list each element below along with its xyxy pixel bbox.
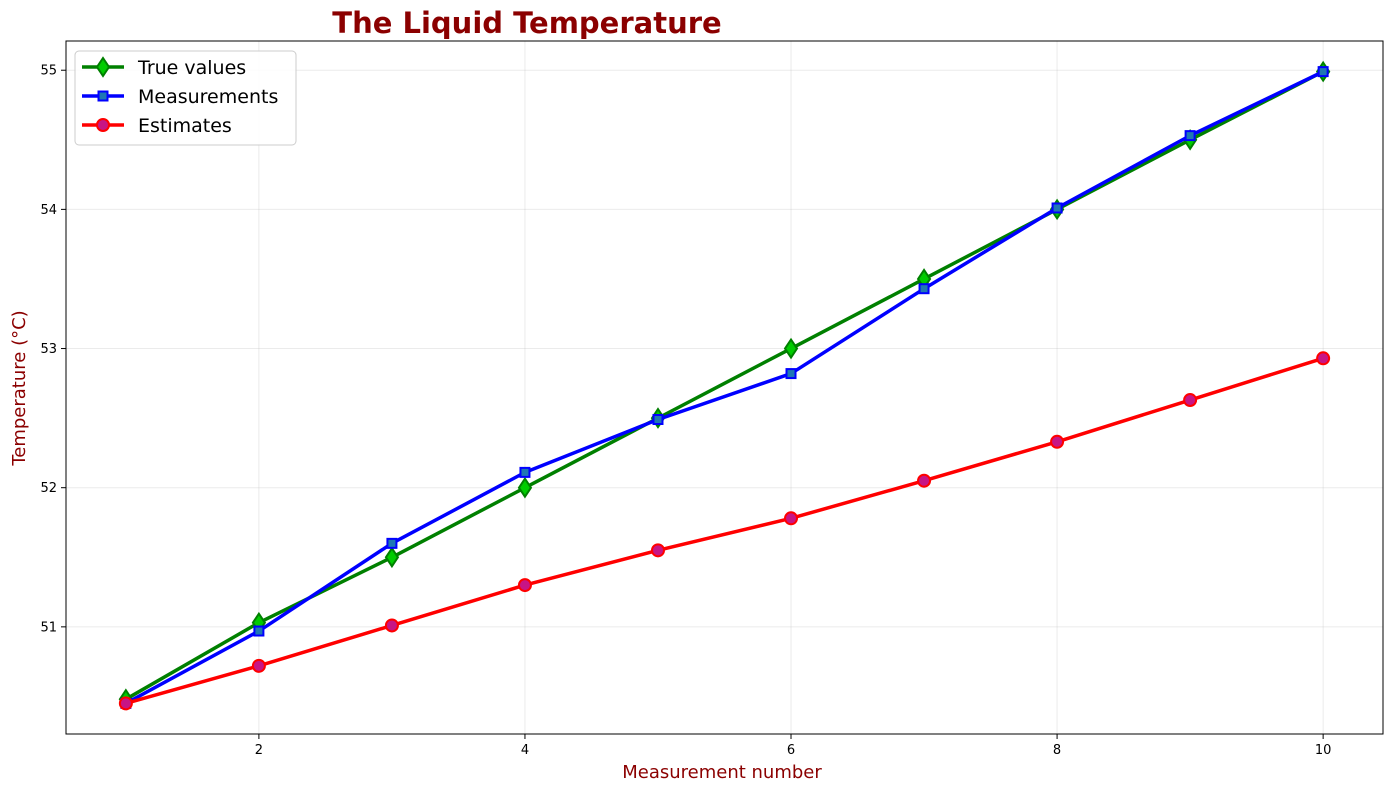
series-line-measurements: [124, 69, 1325, 706]
legend-label-estimates: Estimates: [138, 115, 232, 137]
data-point-square-marker: [519, 466, 531, 478]
legend-square-marker: [97, 90, 109, 102]
data-point-circle-marker: [1050, 434, 1065, 449]
x-tick-label: 8: [1053, 743, 1061, 758]
y-tick-label: 54: [40, 203, 57, 218]
series-line-estimates: [124, 356, 1325, 706]
legend-diamond-marker: [95, 56, 111, 78]
data-point-square-marker: [652, 414, 664, 426]
x-axis-label: Measurement number: [622, 762, 822, 783]
plot-frame: [65, 40, 1384, 735]
series-layer: [118, 60, 1331, 711]
data-point-square-marker: [386, 537, 398, 549]
legend-label-true-values: True values: [137, 57, 246, 79]
chart-title: The Liquid Temperature: [332, 6, 721, 40]
data-point-diamond-marker: [384, 546, 400, 569]
legend-label-measurements: Measurements: [138, 86, 278, 108]
data-point-square-marker: [918, 283, 930, 295]
x-tick-label: 2: [255, 743, 263, 758]
y-tick-label: 55: [40, 64, 57, 79]
legend-box: [74, 50, 297, 146]
data-point-square-marker: [1317, 66, 1329, 78]
legend: True values Measurements Estimates: [74, 50, 297, 146]
ticks: 2 4 6 8 10 51 52 53 54 55: [40, 64, 1331, 758]
series-estimates: [118, 351, 1331, 711]
legend-circle-marker: [96, 118, 110, 132]
data-point-circle-marker: [384, 618, 399, 633]
data-point-diamond-marker: [517, 476, 533, 499]
data-point-circle-marker: [784, 511, 799, 526]
data-point-circle-marker: [251, 658, 266, 673]
x-tick-label: 6: [787, 743, 795, 758]
data-point-square-marker: [785, 368, 797, 380]
grid: [66, 41, 1383, 734]
data-point-diamond-marker: [783, 337, 799, 360]
data-point-circle-marker: [118, 696, 133, 711]
y-tick-label: 53: [40, 342, 57, 357]
data-point-circle-marker: [917, 473, 932, 488]
data-point-circle-marker: [650, 543, 665, 558]
x-tick-label: 4: [521, 743, 529, 758]
data-point-circle-marker: [517, 578, 532, 593]
x-tick-label: 10: [1315, 743, 1332, 758]
y-tick-label: 52: [40, 481, 57, 496]
data-point-circle-marker: [1316, 351, 1331, 366]
data-point-square-marker: [253, 625, 265, 637]
series-line-true-values: [124, 69, 1325, 701]
y-axis-label: Temperature (°C): [9, 310, 30, 466]
data-point-square-marker: [1051, 202, 1063, 214]
data-point-square-marker: [1184, 130, 1196, 142]
data-point-circle-marker: [1183, 393, 1198, 408]
y-tick-label: 51: [40, 620, 57, 635]
